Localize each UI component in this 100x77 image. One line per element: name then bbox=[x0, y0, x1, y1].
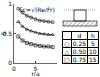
html-text:△ 0.50: △ 0.50 bbox=[64, 48, 86, 55]
svg-text:Sc=√(Re/Fr): Sc=√(Re/Fr) bbox=[19, 6, 55, 13]
html-text:h: h bbox=[90, 32, 95, 39]
svg-text:0: 0 bbox=[8, 59, 12, 66]
svg-text:5: 5 bbox=[34, 65, 38, 72]
html-text:○ 0.25: ○ 0.25 bbox=[64, 40, 86, 47]
html-text:5: 5 bbox=[90, 40, 95, 47]
html-text:□ 0.75: □ 0.75 bbox=[64, 56, 86, 63]
svg-text:r/a: r/a bbox=[31, 70, 39, 77]
svg-text:S: S bbox=[0, 31, 7, 35]
html-text:10: 10 bbox=[89, 48, 97, 55]
svg-text:0: 0 bbox=[12, 65, 16, 72]
html-text:15: 15 bbox=[89, 56, 97, 63]
svg-text:1: 1 bbox=[8, 0, 12, 7]
html-text:d: d bbox=[77, 32, 82, 39]
svg-text:0.5: 0.5 bbox=[3, 30, 13, 37]
